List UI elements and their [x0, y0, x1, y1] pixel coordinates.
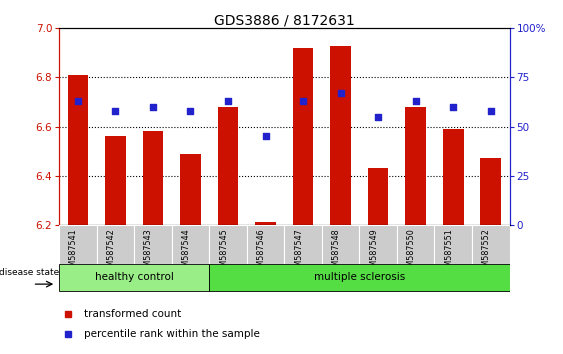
Point: [298, 98, 307, 104]
Bar: [472, 225, 510, 264]
Text: GSM587551: GSM587551: [444, 228, 453, 277]
Text: GSM587542: GSM587542: [106, 228, 115, 277]
Text: GSM587543: GSM587543: [144, 228, 153, 276]
Bar: [255, 222, 276, 225]
Text: GSM587552: GSM587552: [482, 228, 491, 277]
Point: [186, 108, 195, 114]
Bar: [247, 225, 284, 264]
Bar: [443, 129, 463, 225]
Point: [111, 108, 120, 114]
Text: GSM587549: GSM587549: [369, 228, 378, 277]
Point: [374, 114, 383, 120]
Point: [486, 108, 495, 114]
Bar: [97, 225, 134, 264]
Title: GDS3886 / 8172631: GDS3886 / 8172631: [214, 13, 355, 27]
Text: GSM587544: GSM587544: [181, 228, 190, 276]
Text: GSM587546: GSM587546: [257, 228, 266, 276]
Bar: [68, 75, 88, 225]
Point: [224, 98, 233, 104]
Bar: [209, 225, 247, 264]
Point: [449, 104, 458, 110]
Point: [336, 90, 345, 96]
Bar: [359, 225, 397, 264]
Bar: [105, 136, 126, 225]
Bar: [142, 131, 163, 225]
Point: [411, 98, 420, 104]
Bar: [284, 225, 322, 264]
Bar: [293, 48, 314, 225]
Text: healthy control: healthy control: [95, 272, 173, 282]
Bar: [209, 264, 510, 291]
Bar: [480, 159, 501, 225]
Text: GSM587545: GSM587545: [219, 228, 228, 277]
Bar: [435, 225, 472, 264]
Bar: [405, 107, 426, 225]
Bar: [59, 225, 97, 264]
Bar: [218, 107, 238, 225]
Point: [261, 133, 270, 139]
Bar: [330, 46, 351, 225]
Text: GSM587547: GSM587547: [294, 228, 303, 277]
Text: transformed count: transformed count: [84, 309, 181, 319]
Bar: [397, 225, 435, 264]
Text: GSM587550: GSM587550: [406, 228, 415, 277]
Bar: [172, 225, 209, 264]
Text: multiple sclerosis: multiple sclerosis: [314, 272, 405, 282]
Bar: [134, 225, 172, 264]
Bar: [368, 168, 388, 225]
Point: [149, 104, 158, 110]
Text: percentile rank within the sample: percentile rank within the sample: [84, 329, 260, 339]
Bar: [180, 154, 201, 225]
Text: GSM587541: GSM587541: [69, 228, 78, 276]
Bar: [59, 264, 209, 291]
Text: GSM587548: GSM587548: [332, 228, 341, 276]
Text: disease state: disease state: [0, 268, 60, 277]
Bar: [322, 225, 359, 264]
Point: [73, 98, 82, 104]
